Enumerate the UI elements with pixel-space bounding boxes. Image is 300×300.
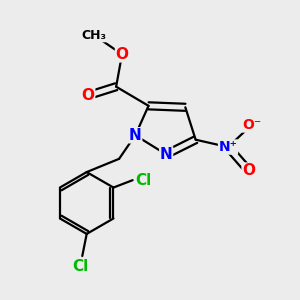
- Text: O⁻: O⁻: [242, 118, 261, 132]
- Text: O: O: [82, 88, 95, 103]
- Text: N: N: [160, 147, 172, 162]
- Text: O: O: [116, 47, 128, 62]
- Text: N: N: [129, 128, 142, 143]
- Text: CH₃: CH₃: [82, 29, 106, 42]
- Text: O: O: [242, 163, 255, 178]
- Text: Cl: Cl: [136, 173, 152, 188]
- Text: N⁺: N⁺: [219, 140, 238, 154]
- Text: Cl: Cl: [73, 259, 89, 274]
